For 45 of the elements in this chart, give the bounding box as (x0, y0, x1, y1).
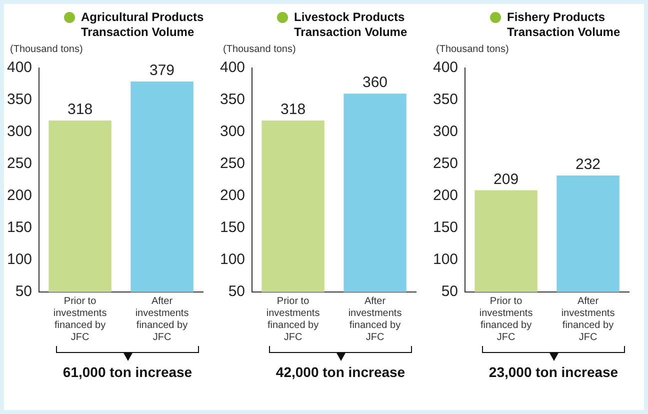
y-tick-label: 350 (220, 91, 246, 108)
text: 61,000 ton increase (62, 364, 194, 380)
y-tick-label: 200 (220, 187, 246, 204)
chart-title: Fishery Products Transaction Volume (507, 10, 620, 40)
y-tick-label: 400 (432, 59, 458, 76)
y-tick-label: 200 (6, 187, 32, 204)
x-tick-label: Prior to investments financed by JFC (266, 296, 320, 343)
data-label: 318 (280, 101, 306, 118)
data-label: 379 (149, 62, 175, 80)
y-tick-label: 400 (6, 59, 32, 76)
chart-title: Agricultural Products Transaction Volume (81, 10, 204, 40)
data-label: 318 (68, 101, 93, 118)
y-tick-label: 100 (432, 251, 458, 268)
y-tick-label: 100 (220, 251, 246, 268)
data-label: 209 (494, 170, 519, 188)
data-label: 360 (362, 74, 388, 92)
y-tick-label: 150 (220, 219, 246, 236)
y-axis-title: (Thousand tons) (435, 44, 510, 56)
y-tick-label: 100 (6, 251, 32, 268)
y-axis-title: (Thousand tons) (222, 44, 297, 56)
x-tick-label: Prior to investments financed by JFC (53, 296, 107, 343)
x-tick-label: After investments financed by JFC (561, 296, 615, 343)
x-tick-label: After investments financed by JFC (135, 296, 189, 343)
y-tick-label: 300 (220, 123, 246, 140)
y-tick-label: 400 (220, 59, 246, 76)
y-tick-label: 250 (6, 155, 32, 172)
y-tick-label: 250 (220, 155, 246, 172)
y-tick-label: 300 (6, 123, 32, 140)
y-tick-label: 350 (6, 91, 32, 108)
data-label: 232 (575, 156, 601, 174)
y-tick-label: 300 (432, 123, 458, 140)
y-tick-label: 350 (432, 91, 458, 108)
text: 42,000 ton increase (274, 364, 406, 380)
y-tick-label: 150 (6, 219, 32, 236)
y-axis-title: (Thousand tons) (9, 44, 84, 56)
y-tick-label: 200 (432, 187, 458, 204)
y-tick-label: 50 (441, 283, 458, 300)
text: 23,000 ton increase (488, 364, 620, 380)
y-tick-label: 150 (432, 219, 458, 236)
x-tick-label: After investments financed by JFC (348, 296, 402, 343)
y-tick-label: 250 (432, 155, 458, 172)
chart-title: Livestock Products Transaction Volume (294, 10, 408, 40)
y-tick-label: 50 (228, 283, 246, 300)
y-tick-label: 50 (15, 283, 32, 300)
x-tick-label: Prior to investments financed by JFC (479, 296, 533, 343)
